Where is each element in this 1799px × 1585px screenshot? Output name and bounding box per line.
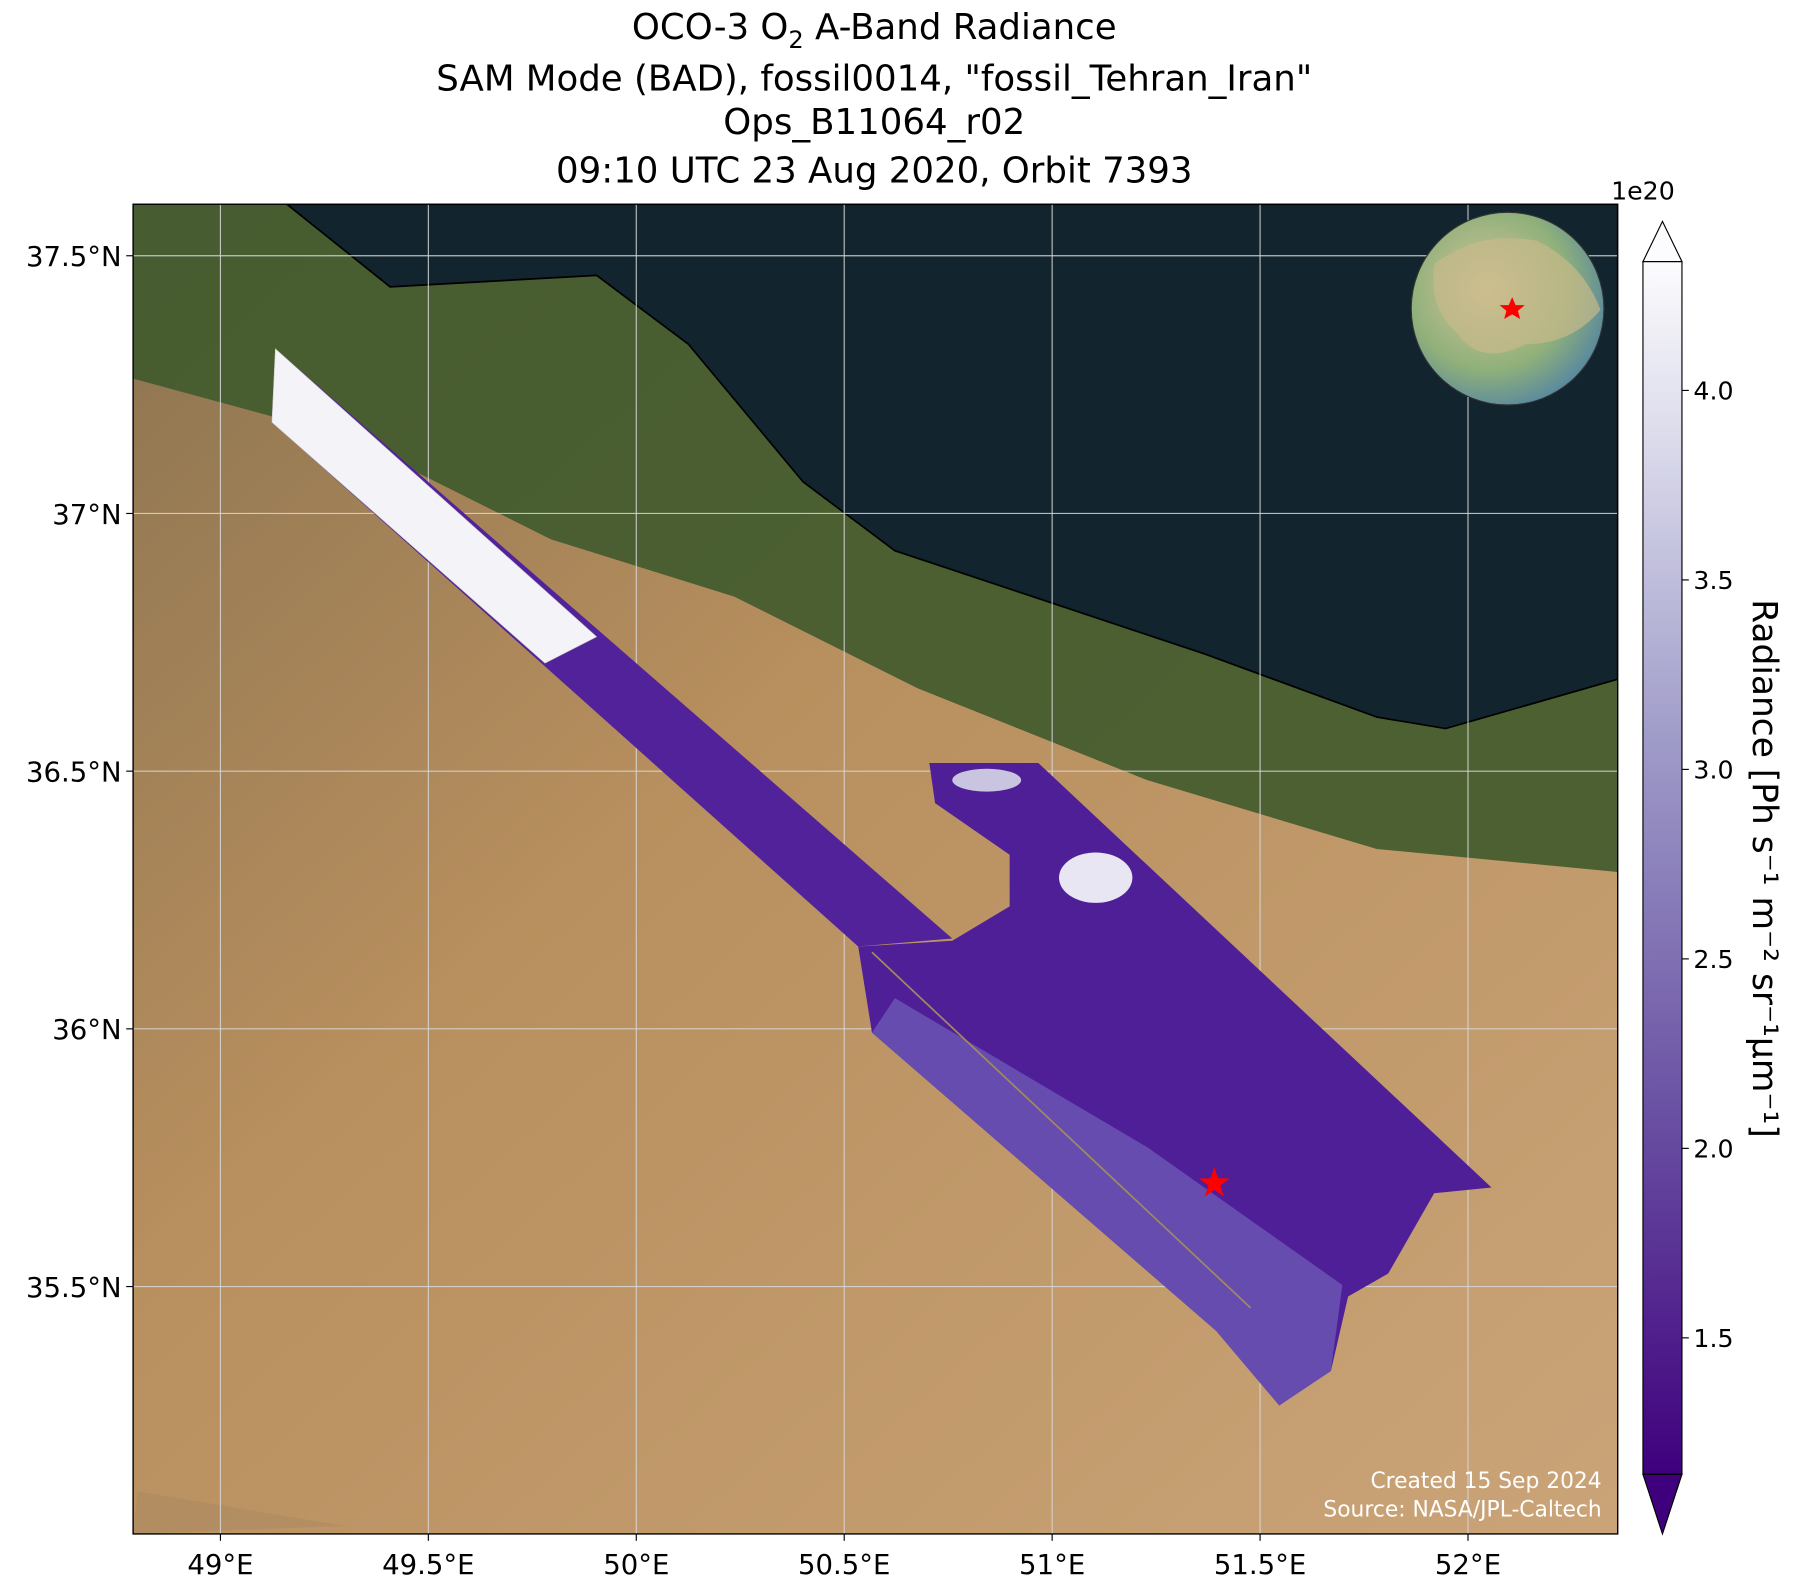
credit: Source: NASA/JPL-Caltech [1323, 1498, 1601, 1523]
bright-cloud [952, 768, 1022, 792]
target-star [1199, 1167, 1230, 1197]
x-tick-label: 52°E [1435, 1549, 1501, 1581]
subtitle: Ops_B11064_r02 [723, 102, 1025, 143]
colorbar-frame [1642, 261, 1683, 1475]
colorbar-tick-label: 3.5 [1693, 566, 1733, 595]
title: OCO-3 O2 A-Band Radiance [632, 7, 1117, 54]
credit: Created 15 Sep 2024 [1370, 1469, 1601, 1494]
x-tick-label: 51°E [1019, 1549, 1085, 1581]
y-tick-label: 37°N [52, 499, 121, 531]
colorbar-tick-label: 2.0 [1693, 1135, 1733, 1164]
globe-inset [1410, 211, 1605, 406]
title-text: A-Band Radiance [804, 7, 1117, 48]
globe-land [1433, 238, 1601, 354]
title-text: OCO-3 O [632, 7, 789, 48]
colorbar-tick-label: 4.0 [1693, 377, 1733, 406]
basemap [133, 204, 1618, 1534]
x-tick-label: 51.5°E [1214, 1549, 1306, 1581]
swath-light [871, 998, 1343, 1406]
colorbar-extend-max [1642, 220, 1683, 263]
colorbar-extend-min [1642, 1473, 1683, 1536]
subtitle: 09:10 UTC 23 Aug 2020, Orbit 7393 [556, 150, 1193, 191]
colorbar-offset: 1e20 [1611, 177, 1675, 206]
x-tick-label: 50.5°E [798, 1549, 890, 1581]
globe-star [1499, 297, 1525, 319]
x-tick-label: 49.5°E [382, 1549, 474, 1581]
terrain [133, 1491, 345, 1534]
colorbar: 1.5 2.0 2.5 3.0 3.5 4.0 [1642, 220, 1734, 1536]
x-tick-label: 49°E [187, 1549, 253, 1581]
colorbar-bar [1642, 261, 1682, 1475]
coastal-forest [133, 204, 1618, 872]
swath [271, 348, 1492, 1406]
colorbar-tick-label: 2.5 [1693, 945, 1733, 974]
marks [1199, 1167, 1230, 1197]
y-tick-label: 36°N [52, 1014, 121, 1046]
colorbar-tick-label: 1.5 [1693, 1324, 1733, 1353]
caspian-sea [285, 204, 1618, 730]
y-tick-label: 35.5°N [26, 1272, 122, 1304]
y-tick-label: 37.5°N [26, 241, 122, 273]
subtitle: SAM Mode (BAD), fossil0014, "fossil_Tehr… [436, 59, 1312, 100]
x-tick-label: 50°E [603, 1549, 669, 1581]
y-tick-label: 36.5°N [26, 756, 122, 788]
colorbar-tick-label: 3.0 [1693, 756, 1733, 785]
swath-gap [871, 951, 1252, 1309]
map-frame [132, 203, 1619, 1535]
colorbar-label: Radiance [Ph s⁻¹ m⁻² sr⁻¹μm⁻¹] [1744, 599, 1784, 1138]
bright-cloud [1058, 852, 1133, 903]
swath-bright [271, 348, 598, 664]
title-subscript: 2 [788, 26, 803, 54]
swath-block [858, 762, 1492, 1406]
